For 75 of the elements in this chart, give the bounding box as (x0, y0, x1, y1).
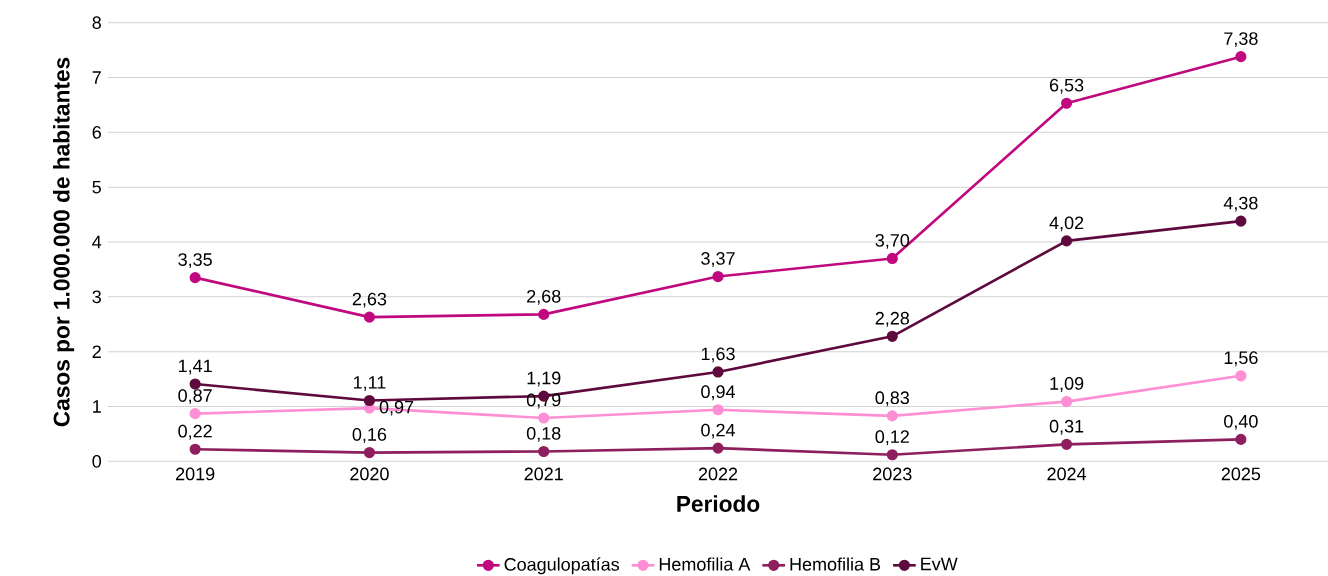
x-tick-label: 2022 (698, 467, 738, 481)
point (1235, 215, 1247, 227)
point (1235, 433, 1247, 445)
point (886, 410, 898, 422)
point (538, 412, 550, 424)
point (1235, 51, 1247, 63)
x-axis-title: Periodo (677, 495, 760, 512)
data-label: 4,02 (1049, 216, 1084, 232)
point (712, 404, 724, 416)
data-label: 0,24 (701, 423, 735, 439)
data-label: 3,37 (701, 252, 735, 267)
data-label: 2,28 (875, 311, 910, 327)
data-label: 2,63 (352, 292, 387, 308)
x-tick-label: 2020 (350, 467, 389, 481)
data-label: 1,63 (701, 347, 735, 363)
point (1061, 235, 1073, 247)
point (1061, 438, 1073, 450)
point (886, 449, 898, 461)
point (1061, 97, 1073, 109)
data-label: 0,94 (701, 385, 735, 401)
data-label: 1,11 (353, 376, 386, 391)
y-axis-title: Casos por 1.000.000 de habitantes (53, 57, 75, 427)
point (712, 366, 724, 378)
data-label: 1,41 (179, 359, 212, 375)
data-label: 0,22 (178, 424, 212, 440)
point (1061, 395, 1073, 408)
legend-label: Hemofilia A (659, 557, 751, 571)
data-label: 2,68 (527, 289, 561, 305)
data-label: 0,12 (875, 430, 909, 446)
y-tick-label: 0 (92, 454, 102, 468)
data-label: 7,38 (1224, 32, 1258, 48)
point (538, 308, 550, 320)
x-tick-label: 2023 (873, 467, 912, 481)
data-label: 0,83 (875, 391, 910, 407)
point (363, 311, 376, 323)
point (189, 408, 201, 420)
data-label: 0,16 (352, 428, 387, 443)
y-tick-label: 4 (92, 235, 102, 249)
legend-label: Hemofilia B (790, 557, 881, 571)
data-label: 0,18 (526, 427, 561, 442)
data-label: 1,19 (527, 371, 561, 387)
data-label: 0,87 (178, 389, 212, 405)
data-label: 0,31 (1049, 419, 1084, 435)
point (363, 394, 376, 407)
data-label: 0,40 (1224, 414, 1258, 430)
y-tick-label: 7 (92, 71, 101, 84)
data-label: 3,35 (178, 253, 212, 269)
x-tick-label: 2025 (1221, 467, 1261, 481)
point (363, 446, 376, 459)
data-label: 1,09 (1050, 377, 1084, 392)
data-label: 6,53 (1049, 78, 1084, 94)
point (886, 330, 898, 342)
data-label: 4,38 (1223, 196, 1258, 212)
point (189, 378, 201, 390)
data-label: 1,56 (1224, 351, 1258, 367)
data-label: 0,97 (379, 400, 414, 416)
x-tick-label: 2021 (524, 467, 563, 481)
y-tick-label: 1 (93, 400, 101, 413)
y-tick-label: 5 (92, 180, 101, 194)
y-tick-label: 8 (92, 16, 101, 30)
point (189, 443, 201, 455)
legend-label: EvW (921, 557, 958, 571)
legend-label: Coagulopatías (504, 557, 620, 575)
y-tick-label: 3 (92, 290, 101, 304)
point (712, 442, 724, 454)
point (1235, 370, 1247, 382)
point (712, 270, 724, 283)
data-label: 3,70 (875, 233, 910, 249)
point (189, 272, 201, 284)
point (538, 445, 550, 458)
y-tick-label: 2 (92, 345, 101, 358)
x-tick-label: 2024 (1047, 467, 1087, 481)
y-tick-label: 6 (92, 125, 101, 139)
point (886, 252, 898, 265)
x-tick-label: 2019 (176, 467, 215, 481)
